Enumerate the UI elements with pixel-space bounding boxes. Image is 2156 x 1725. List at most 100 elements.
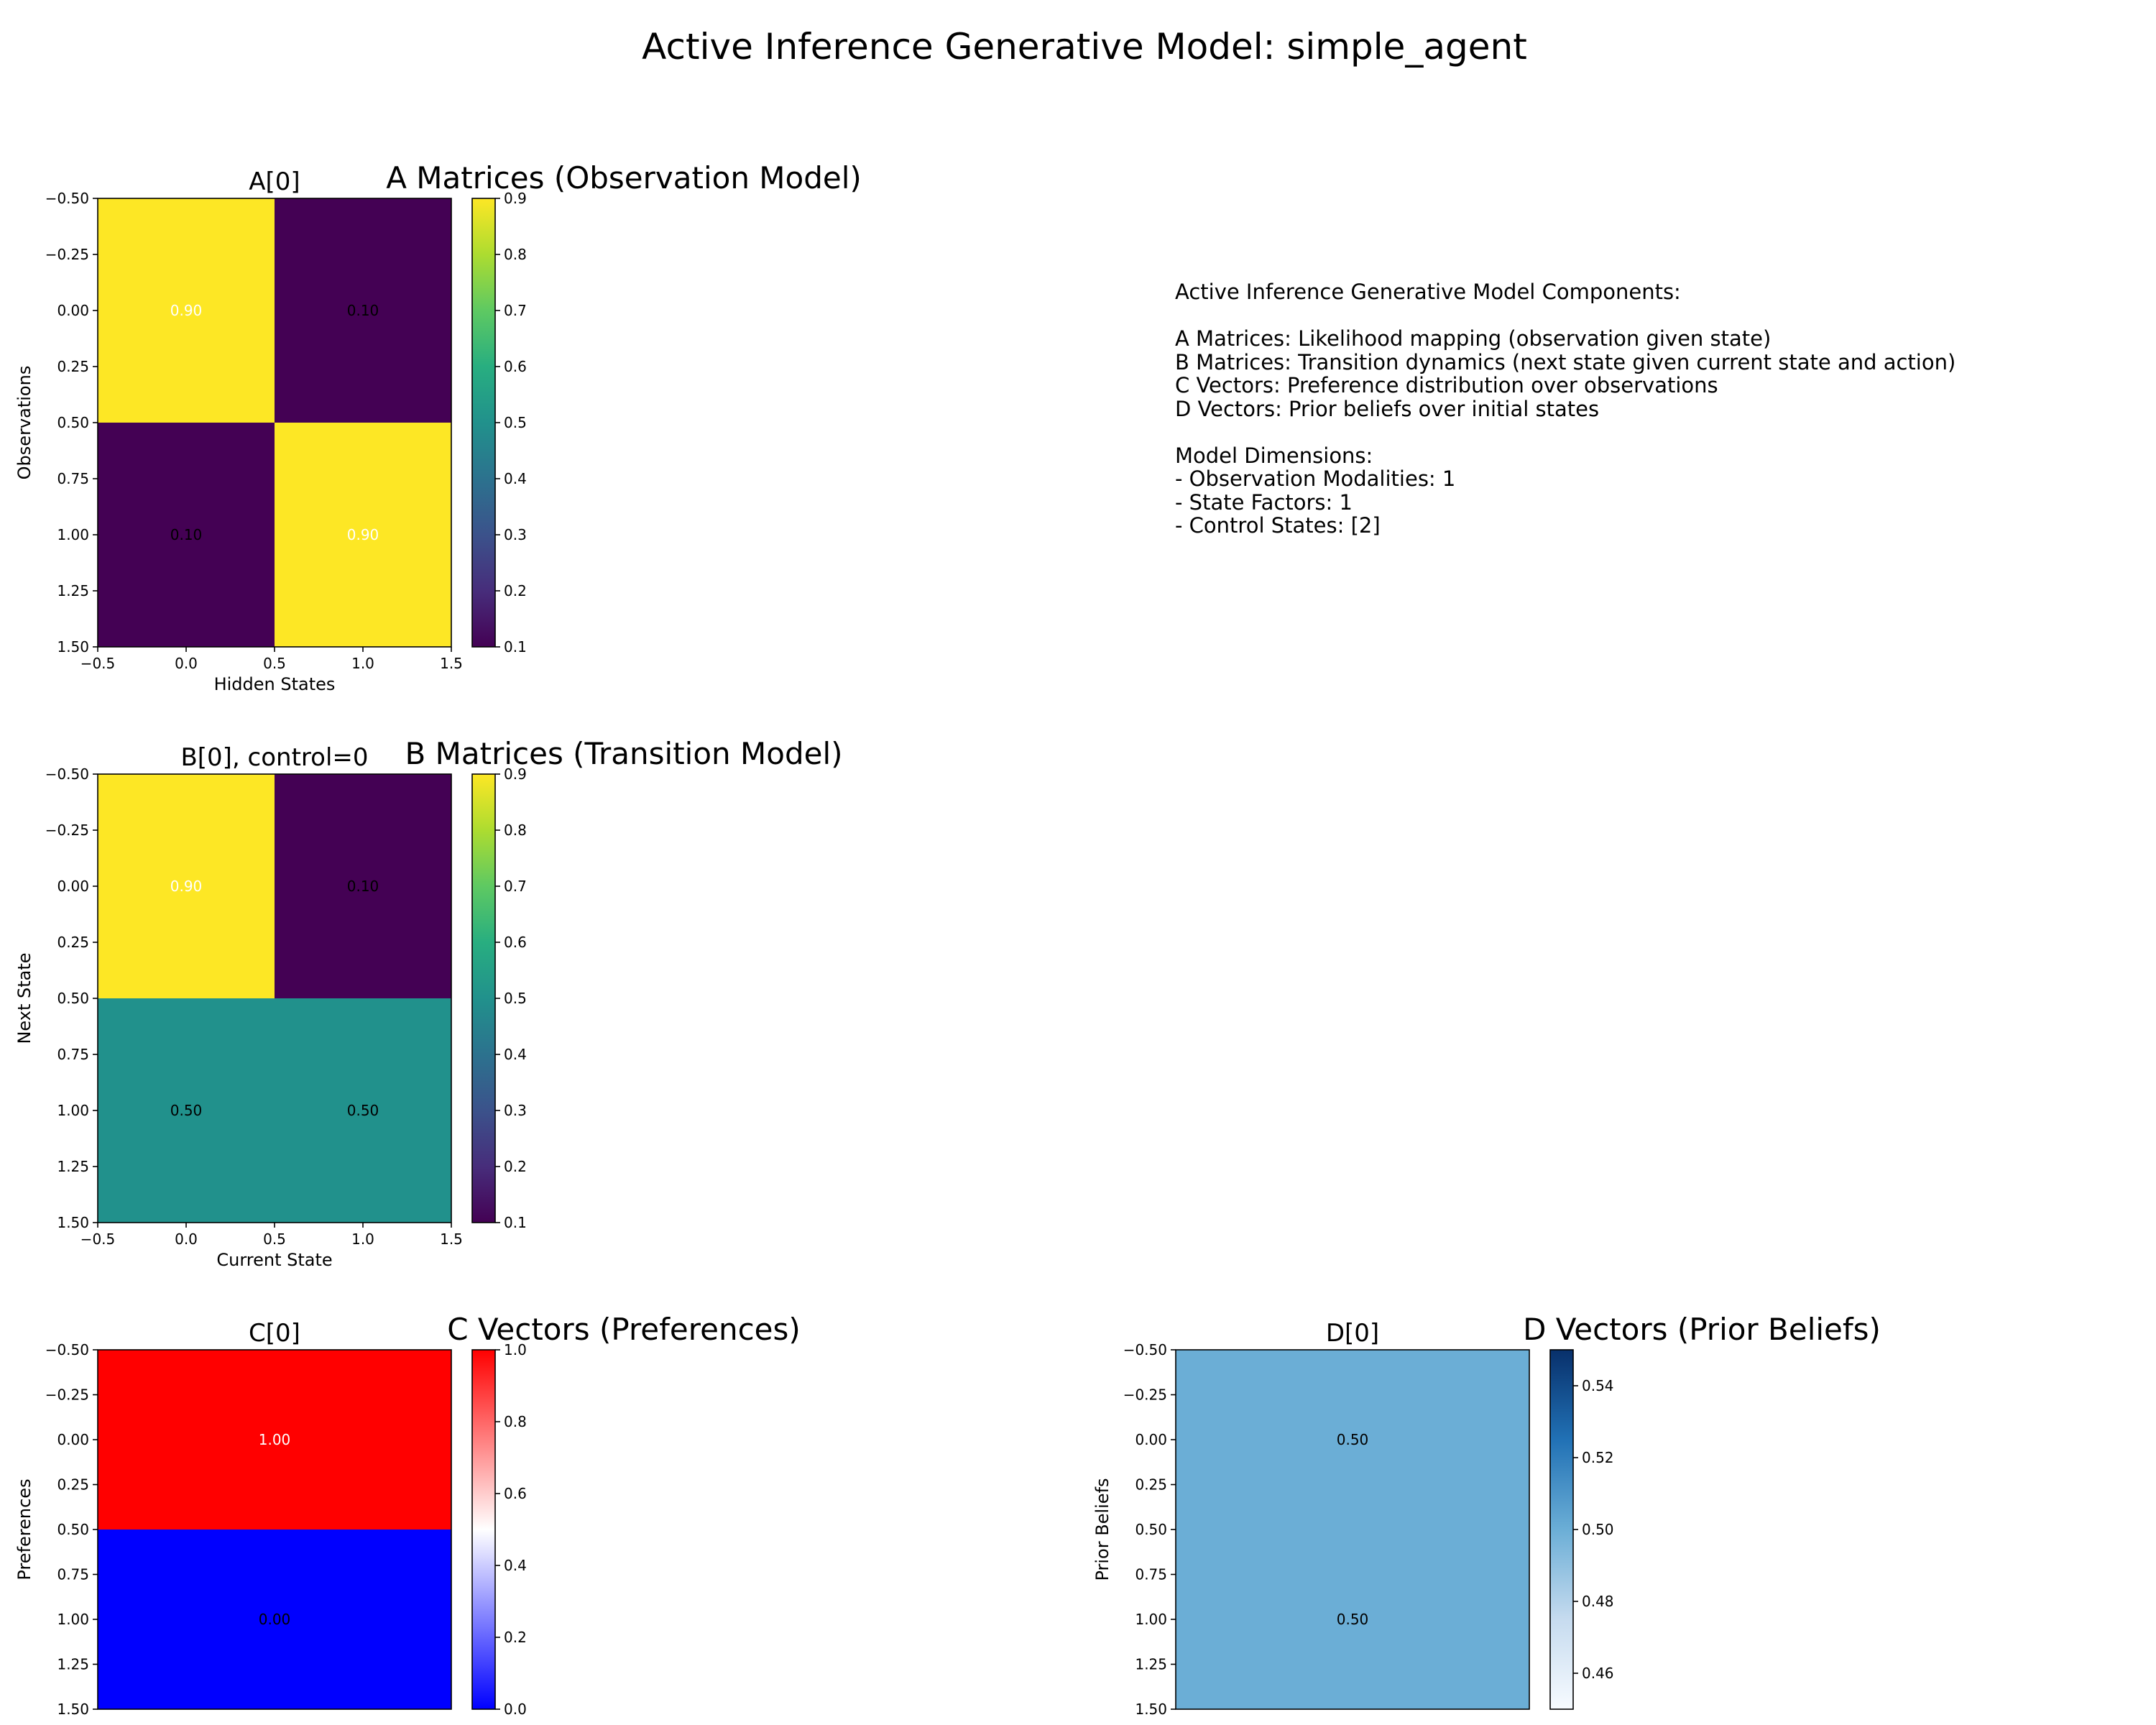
- colorbar-tick-label: 0.6: [504, 1485, 527, 1502]
- y-tick-label: 1.25: [1135, 1656, 1167, 1673]
- cell-value-label: 0.50: [347, 1102, 379, 1119]
- info-line: - Control States: [2]: [1175, 513, 1381, 538]
- info-line: Model Dimensions:: [1175, 443, 1373, 468]
- colorbar-tick-label: 0.5: [504, 990, 527, 1007]
- colorbar-tick-label: 0.2: [504, 582, 527, 599]
- chart-panels: 0.90 0.10 0.10 0.90 −0.50 −0.25 0.00 0.25 0.50 0.…: [14, 160, 1881, 1718]
- cell-value-label: 0.90: [170, 878, 203, 895]
- heatmap-cell: [98, 198, 275, 423]
- y-tick-label: −0.25: [45, 1386, 89, 1404]
- cell-value-label: 0.90: [347, 526, 379, 543]
- colorbar: 0.0 0.2 0.4 0.6 0.8 1.0: [471, 1341, 527, 1718]
- y-tick-label: 1.00: [57, 1611, 89, 1628]
- x-axis-label: Current State: [216, 1250, 332, 1270]
- cell-value-label: 0.50: [170, 1102, 203, 1119]
- info-line: D Vectors: Prior beliefs over initial st…: [1175, 396, 1600, 421]
- colorbar-tick-label: 0.52: [1582, 1449, 1614, 1466]
- x-tick-label: 1.5: [440, 1230, 463, 1248]
- y-tick-label: 1.00: [57, 1102, 89, 1119]
- colorbar-tick-label: 0.6: [504, 934, 527, 951]
- y-tick-label: 0.75: [57, 470, 89, 487]
- cell-value-label: 0.00: [259, 1611, 291, 1628]
- heatmap-cell: [275, 774, 451, 998]
- y-tick-label: 0.50: [57, 990, 89, 1007]
- heatmap-cell: [98, 1350, 451, 1530]
- section-title: B Matrices (Transition Model): [405, 736, 842, 771]
- colorbar-tick-label: 0.2: [504, 1629, 527, 1646]
- cell-value-label: 0.10: [347, 302, 379, 319]
- colorbar-tick-label: 0.3: [504, 526, 527, 543]
- cell-value-label: 0.10: [347, 878, 379, 895]
- y-tick-label: 0.75: [57, 1566, 89, 1583]
- y-tick-label: −0.50: [45, 1341, 89, 1358]
- subplot-title: C[0]: [249, 1319, 300, 1348]
- heatmap-panel-D: 0.50 0.50 −0.50 −0.25 0.00 0.25 0.50 0.75 1.00 1.…: [1092, 1312, 1881, 1718]
- y-tick-label: −0.50: [45, 190, 89, 207]
- cell-value-label: 1.00: [259, 1431, 291, 1448]
- heatmap-cell: [1176, 1530, 1529, 1709]
- info-line: Active Inference Generative Model Compon…: [1175, 280, 1681, 304]
- cell-value-label: 0.90: [170, 302, 203, 319]
- colorbar-tick-label: 0.9: [504, 765, 527, 783]
- colorbar-tick-label: 1.0: [504, 1341, 527, 1358]
- y-tick-label: 0.00: [57, 1431, 89, 1448]
- colorbar-tick-label: 0.8: [504, 246, 527, 263]
- y-tick-label: 0.50: [57, 1521, 89, 1538]
- x-tick-label: 1.0: [351, 1230, 374, 1248]
- subplot-title: D[0]: [1326, 1319, 1379, 1348]
- colorbar-tick-label: 0.50: [1582, 1521, 1614, 1538]
- y-tick-label: 0.00: [57, 878, 89, 895]
- colorbar-tick-label: 0.4: [504, 470, 527, 487]
- y-tick-label: 1.00: [57, 526, 89, 543]
- y-tick-label: 1.50: [57, 1701, 89, 1718]
- y-tick-label: −0.25: [45, 822, 89, 839]
- colorbar-tick-label: 0.7: [504, 878, 527, 895]
- info-line: [1175, 304, 2037, 328]
- colorbar-tick-label: 0.7: [504, 302, 527, 319]
- colorbar: 0.1 0.2 0.3 0.4 0.5 0.6 0.7 0.8 0.9: [471, 190, 527, 656]
- colorbar-gradient: [1549, 1349, 1574, 1710]
- y-tick-label: −0.50: [1123, 1341, 1167, 1358]
- x-tick-label: 1.5: [440, 655, 463, 672]
- x-axis-label: Hidden States: [214, 674, 336, 694]
- colorbar-gradient: [471, 198, 496, 648]
- colorbar-tick-label: 0.48: [1582, 1593, 1614, 1610]
- info-line: - Observation Modalities: 1: [1175, 466, 1456, 491]
- x-tick-label: −0.5: [80, 655, 116, 672]
- colorbar-tick-label: 0.0: [504, 1701, 527, 1718]
- y-tick-label: 1.25: [57, 582, 89, 599]
- y-tick-label: 1.50: [57, 638, 89, 656]
- y-tick-label: −0.25: [1123, 1386, 1167, 1404]
- x-tick-label: −0.5: [80, 1230, 116, 1248]
- y-tick-label: 0.50: [57, 414, 89, 431]
- y-axis-label: Observations: [14, 366, 34, 480]
- info-line: C Vectors: Preference distribution over …: [1175, 373, 1718, 397]
- colorbar-tick-label: 0.1: [504, 638, 527, 656]
- y-tick-label: −0.25: [45, 246, 89, 263]
- colorbar-tick-label: 0.46: [1582, 1665, 1614, 1682]
- y-tick-label: 0.00: [57, 302, 89, 319]
- x-tick-label: 1.0: [351, 655, 374, 672]
- y-tick-label: 0.25: [57, 934, 89, 951]
- cell-value-label: 0.10: [170, 526, 203, 543]
- y-tick-label: 0.25: [57, 1476, 89, 1494]
- x-tick-label: 0.0: [175, 655, 198, 672]
- info-line: - State Factors: 1: [1175, 489, 1353, 515]
- info-line: A Matrices: Likelihood mapping (observat…: [1175, 326, 1772, 351]
- colorbar-tick-label: 0.54: [1582, 1377, 1614, 1394]
- y-tick-label: 0.25: [57, 358, 89, 375]
- y-tick-label: 0.75: [1135, 1566, 1167, 1583]
- x-tick-label: 0.5: [263, 1230, 286, 1248]
- colorbar: 0.1 0.2 0.3 0.4 0.5 0.6 0.7 0.8 0.9: [471, 765, 527, 1231]
- heatmap-cell: [275, 198, 451, 423]
- heatmap-panel-A: 0.90 0.10 0.10 0.90 −0.50 −0.25 0.00 0.25 0.50 0.…: [14, 160, 862, 694]
- y-tick-label: 0.50: [1135, 1521, 1167, 1538]
- heatmap-cell: [1176, 1350, 1529, 1530]
- y-tick-label: 0.25: [1135, 1476, 1167, 1494]
- model-info-text: Active Inference Generative Model Compon…: [1175, 280, 2037, 538]
- cell-value-label: 0.50: [1337, 1431, 1369, 1448]
- colorbar-tick-label: 0.9: [504, 190, 527, 207]
- heatmap-cell: [98, 423, 275, 647]
- heatmap-cell: [98, 998, 275, 1223]
- heatmap-panel-B: 0.90 0.10 0.50 0.50 −0.50 −0.25 0.00 0.25 0.50 0.…: [14, 736, 843, 1270]
